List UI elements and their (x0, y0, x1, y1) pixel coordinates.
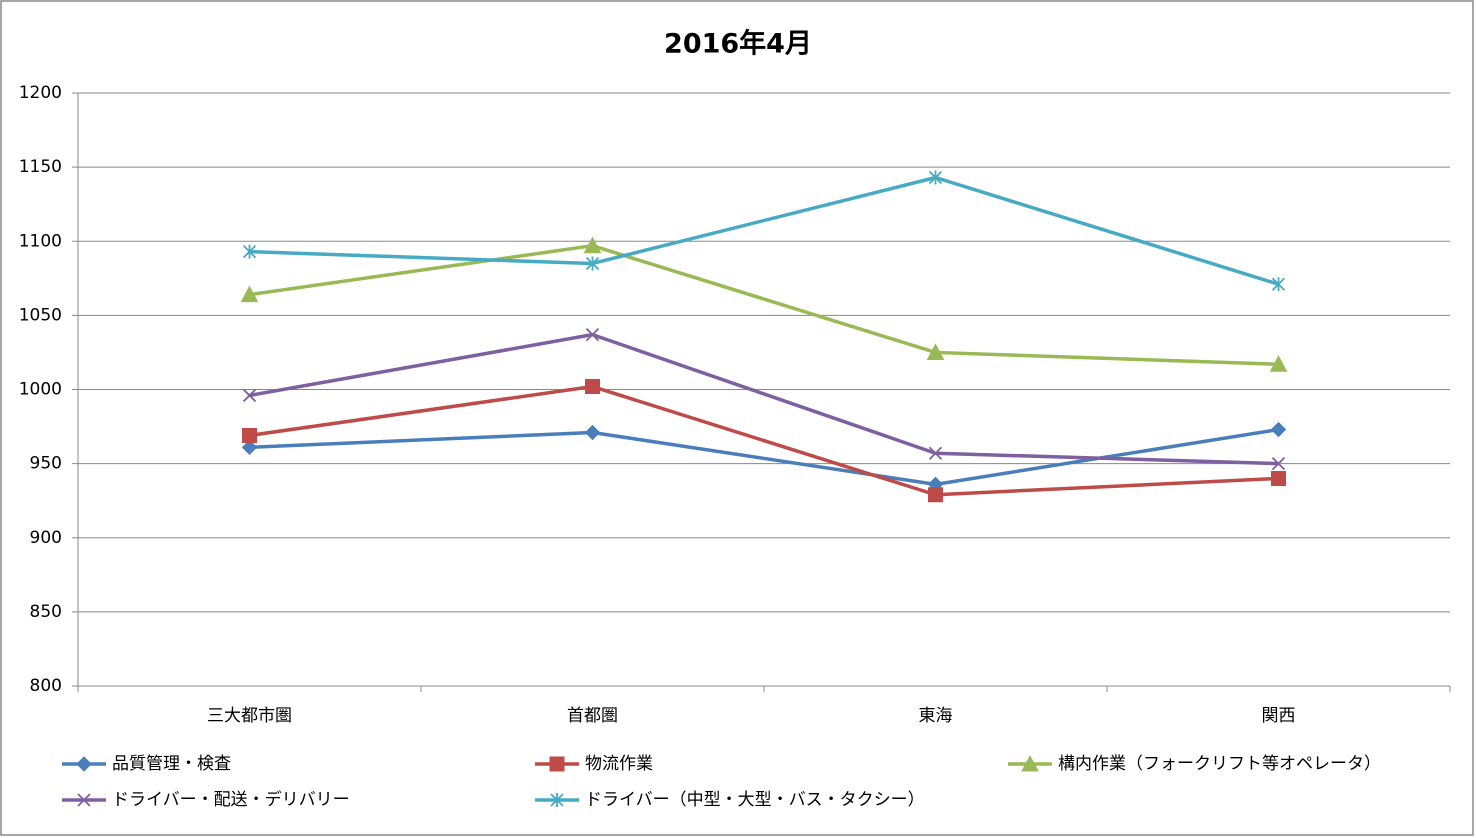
legend-label: ドライバー・配送・デリバリー (112, 789, 350, 810)
data-point (1271, 456, 1286, 471)
data-point (585, 256, 600, 271)
data-point (241, 439, 258, 456)
y-tick-label: 1200 (19, 83, 62, 103)
x-tick-label: 首都圏 (567, 706, 618, 726)
legend-symbol (1021, 754, 1039, 772)
legend-symbol (76, 756, 92, 772)
data-point (1269, 355, 1288, 372)
data-point (585, 328, 600, 342)
series-line (249, 332, 1279, 466)
y-tick-label: 1150 (19, 157, 62, 177)
data-point (926, 343, 945, 360)
legend-label: 品質管理・検査 (112, 754, 231, 774)
data-point (1271, 277, 1286, 292)
legend-symbol (550, 793, 564, 807)
x-tick-label: 関西 (1262, 706, 1296, 726)
y-tick-label: 950 (30, 454, 62, 474)
data-point (928, 487, 943, 503)
data-point (240, 285, 259, 303)
data-point (242, 427, 257, 443)
y-tick-label: 850 (30, 602, 62, 622)
data-point (583, 236, 602, 254)
series-line (249, 175, 1280, 286)
y-tick-label: 900 (30, 528, 62, 548)
data-point (928, 446, 943, 460)
legend-label: 構内作業（フォークリフト等オペレータ） (1058, 754, 1381, 774)
y-tick-label: 1100 (19, 231, 62, 251)
data-point (928, 170, 943, 185)
x-tick-label: 東海 (919, 706, 953, 726)
data-point (1271, 470, 1286, 486)
y-tick-label: 1050 (19, 305, 62, 325)
legend-label: ドライバー（中型・大型・バス・タクシー） (585, 790, 925, 810)
legend-label: 物流作業 (585, 754, 653, 774)
data-point (584, 424, 601, 441)
series-line (249, 243, 1279, 367)
data-point (1270, 421, 1287, 438)
y-tick-label: 800 (30, 676, 62, 696)
chart-title: 2016年4月 (664, 28, 812, 60)
series-line (249, 384, 1279, 497)
y-tick-label: 1000 (19, 380, 62, 400)
data-point (585, 379, 600, 395)
x-tick-label: 三大都市圏 (207, 706, 292, 726)
data-point (242, 388, 257, 403)
data-point (242, 244, 257, 259)
legend-symbol (77, 793, 91, 807)
legend-symbol (549, 756, 565, 772)
